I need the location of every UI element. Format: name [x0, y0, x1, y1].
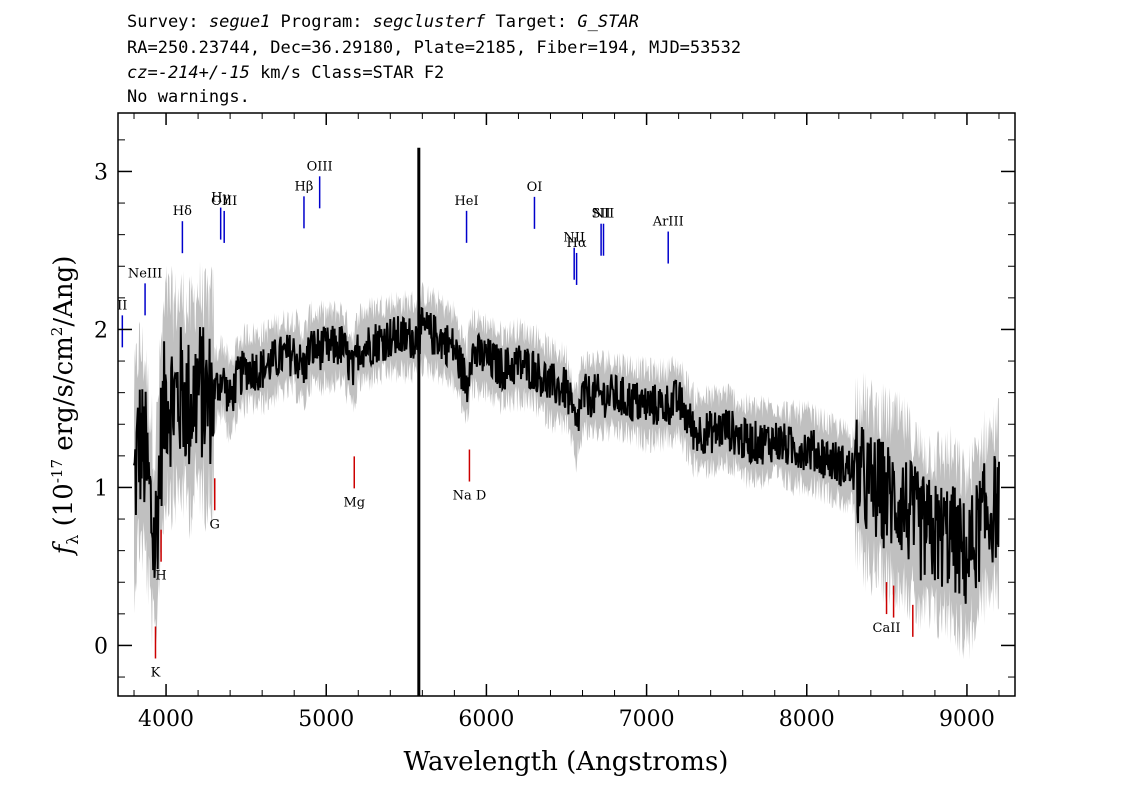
spectrum-series — [133, 147, 1000, 696]
plot-frame — [117, 112, 1016, 697]
emission-line-label: II — [117, 298, 127, 313]
x-tick-label: 6000 — [458, 707, 514, 732]
x-tick-label: 9000 — [939, 707, 995, 732]
absorption-line-label: G — [210, 517, 220, 532]
error-band — [134, 261, 999, 661]
header-survey: segue1 — [208, 12, 271, 32]
header-target-key: Target: — [485, 12, 578, 32]
emission-line-label: Hδ — [173, 204, 192, 219]
y-tick-label: 1 — [94, 476, 108, 501]
x-axis-title: Wavelength (Angstroms) — [404, 747, 729, 777]
absorption-line-label: Mg — [343, 495, 365, 510]
x-tick-label: 4000 — [138, 707, 194, 732]
y-tick-label: 2 — [94, 318, 108, 343]
x-tick-label: 8000 — [779, 707, 835, 732]
header-survey-key: Survey: — [127, 12, 209, 32]
header-line-1: Survey: segue1 Program: segclusterf Targ… — [127, 12, 639, 32]
header-line-4: No warnings. — [127, 87, 250, 107]
header-target: G_STAR — [577, 12, 639, 32]
header-line-3: cz=-214+/-15 km/s Class=STAR F2 — [127, 63, 444, 83]
emission-line-label: SII — [592, 207, 611, 222]
emission-line-label: HeI — [454, 194, 478, 209]
emission-line-label: NeIII — [128, 266, 162, 281]
emission-line-label: Hα — [567, 236, 587, 251]
header-line-2: RA=250.23744, Dec=36.29180, Plate=2185, … — [127, 38, 742, 58]
emission-line-label: ArIII — [652, 215, 684, 230]
x-tick-label: 5000 — [298, 707, 354, 732]
x-tick-label: 7000 — [619, 707, 675, 732]
spectrum-line — [133, 306, 1000, 604]
emission-line-label: OIII — [307, 159, 333, 174]
absorption-line-label: CaII — [873, 621, 901, 636]
error-band-area — [134, 261, 999, 661]
axis-ticks: 4000 5000 6000 7000 8000 9000 0 1 2 3 — [94, 113, 1015, 732]
y-axis-title: fλ (10-17 erg/s/cm2/Ang) — [48, 256, 82, 557]
header-class: km/s Class=STAR F2 — [249, 63, 445, 83]
emission-line-label: Hβ — [295, 179, 314, 194]
emission-line-label: NII — [563, 231, 585, 246]
header-program: segclusterf — [372, 12, 486, 32]
emission-line-label: OI — [527, 180, 543, 195]
header-redshift: cz=-214+/-15 — [127, 63, 250, 83]
absorption-line-label: Na D — [453, 489, 487, 504]
header-program-key: Program: — [270, 12, 373, 32]
y-tick-label: 0 — [94, 634, 108, 659]
absorption-line-label: H — [155, 569, 166, 584]
emission-line-label: NII — [593, 207, 615, 222]
y-tick-label: 3 — [94, 160, 108, 185]
absorption-line-label: K — [151, 665, 161, 680]
emission-line-label: Hγ — [211, 191, 230, 206]
emission-line-label: OIII — [211, 194, 237, 209]
line-markers: IINeIIIHδHγOIIIHβOIIIHeIOINIIHαSIINIIArI… — [117, 159, 914, 680]
